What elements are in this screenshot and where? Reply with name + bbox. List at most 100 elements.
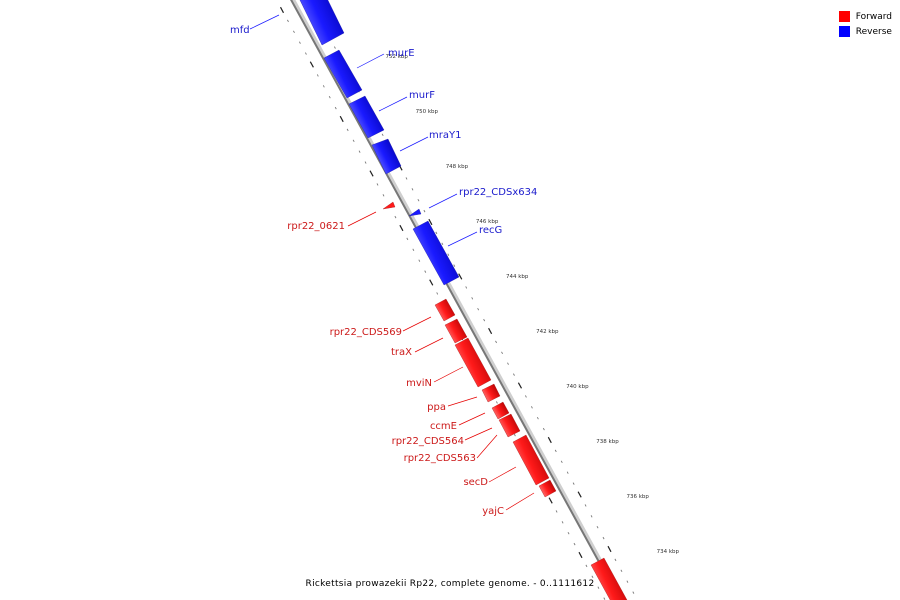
tick-label: 740 kbp bbox=[566, 384, 589, 390]
forward-swatch bbox=[838, 11, 850, 22]
gene-label-yajC[interactable]: yajC bbox=[482, 506, 504, 517]
tick-mark-inner bbox=[567, 531, 570, 535]
tick-mark-inner bbox=[429, 279, 434, 286]
tick-mark-inner bbox=[578, 551, 583, 559]
tick-mark-outer bbox=[626, 580, 629, 583]
reverse-features bbox=[296, 0, 460, 286]
tick-mark-inner bbox=[279, 6, 285, 14]
tick-mark-inner bbox=[287, 19, 289, 23]
tick-mark-outer bbox=[584, 504, 587, 507]
tick-mark-outer bbox=[471, 297, 474, 300]
tick-mark-inner bbox=[309, 61, 314, 68]
tick-label: 738 kbp bbox=[596, 439, 619, 445]
gene-label-traX[interactable]: traX bbox=[391, 347, 412, 358]
reverse-swatch bbox=[838, 26, 850, 37]
tick-label: 736 kbp bbox=[627, 494, 650, 500]
tick-mark-outer bbox=[572, 482, 575, 485]
tick-label: 752 kbp bbox=[386, 54, 409, 60]
tick-mark-outer bbox=[577, 491, 582, 498]
gene-label-mfd[interactable]: mfd bbox=[230, 25, 250, 36]
tick-mark-outer bbox=[632, 591, 635, 594]
tick-mark-inner bbox=[369, 170, 374, 177]
tick-mark-outer bbox=[566, 471, 569, 474]
tick-mark-outer bbox=[620, 569, 623, 573]
tick-mark-inner bbox=[334, 106, 337, 110]
tick-mark-inner bbox=[585, 564, 588, 568]
tick-mark-outer bbox=[547, 436, 552, 444]
tick-mark-outer bbox=[517, 382, 523, 389]
legend-forward-label: Forward bbox=[855, 11, 892, 22]
tick-mark-inner bbox=[339, 115, 344, 123]
gene-label-mviN[interactable]: mviN bbox=[406, 378, 432, 389]
feature-mraY1[interactable] bbox=[371, 138, 402, 175]
tick-mark-outer bbox=[560, 460, 563, 464]
feature-traX[interactable] bbox=[444, 318, 468, 344]
reverse-labels: mfd murE murF mraY1 rpr22_CDSx634 recG bbox=[230, 25, 537, 236]
genome-title: Rickettsia prowazekii Rp22, complete gen… bbox=[305, 579, 595, 589]
tick-mark-inner bbox=[298, 41, 301, 44]
tick-mark-inner bbox=[364, 161, 367, 164]
tick-mark-outer bbox=[536, 416, 539, 420]
gene-label-ccmE[interactable]: ccmE bbox=[430, 421, 457, 432]
tick-label: 750 kbp bbox=[416, 109, 439, 115]
tick-mark-inner bbox=[293, 30, 295, 34]
tick-mark-inner bbox=[513, 433, 516, 437]
tick-mark-outer bbox=[614, 558, 617, 562]
gene-label-rpr22_CDS563[interactable]: rpr22_CDS563 bbox=[404, 453, 476, 464]
gene-label-rpr22_CDSx634[interactable]: rpr22_CDSx634 bbox=[459, 187, 537, 198]
feature-murF[interactable] bbox=[348, 95, 385, 139]
gene-label-ppa[interactable]: ppa bbox=[427, 402, 446, 413]
feature-ccmE[interactable] bbox=[491, 401, 510, 420]
feature-ppa[interactable] bbox=[481, 383, 501, 403]
tick-mark-inner bbox=[548, 497, 553, 504]
feature-rpr22_CDS569[interactable] bbox=[434, 298, 456, 322]
tick-mark-outer bbox=[495, 340, 497, 344]
tick-mark-outer bbox=[501, 351, 503, 355]
tick-mark-outer bbox=[417, 198, 420, 202]
feature-rpr22_0621[interactable] bbox=[382, 201, 396, 210]
feature-yajC[interactable] bbox=[538, 479, 557, 498]
tick-mark-inner bbox=[316, 74, 319, 77]
tick-mark-outer bbox=[411, 188, 414, 191]
gene-label-murF[interactable]: murF bbox=[409, 90, 435, 101]
gene-label-rpr22_CDS564[interactable]: rpr22_CDS564 bbox=[392, 436, 464, 447]
tick-mark-inner bbox=[424, 270, 427, 273]
tick-mark-inner bbox=[376, 183, 379, 186]
tick-mark-inner bbox=[406, 237, 409, 241]
gene-label-rpr22_0621[interactable]: rpr22_0621 bbox=[287, 221, 345, 232]
forward-labels: rpr22_0621 rpr22_CDS569 traX mviN ppa cc… bbox=[287, 221, 504, 517]
feature-rpr22_CDS564[interactable] bbox=[498, 413, 521, 438]
tick-mark-outer bbox=[405, 177, 408, 180]
tick-mark-inner bbox=[399, 224, 404, 232]
tick-mark-outer bbox=[428, 218, 433, 226]
feature-rpr22_CDSx634[interactable] bbox=[408, 208, 422, 217]
forward-leaders bbox=[347, 211, 535, 511]
gene-label-rpr22_CDS569[interactable]: rpr22_CDS569 bbox=[330, 327, 402, 338]
tick-mark-inner bbox=[603, 597, 606, 600]
tick-mark-inner bbox=[495, 401, 498, 404]
tick-mark-outer bbox=[507, 362, 509, 365]
feature-right-partial[interactable] bbox=[590, 557, 628, 600]
tick-label: 734 kbp bbox=[657, 549, 680, 555]
tick-mark-inner bbox=[412, 248, 415, 252]
tick-mark-outer bbox=[458, 273, 463, 280]
feature-mviN[interactable] bbox=[454, 337, 492, 388]
feature-rpr22_CDS563[interactable] bbox=[512, 434, 550, 486]
gene-label-murE[interactable]: murE bbox=[388, 48, 415, 59]
tick-mark-inner bbox=[328, 95, 331, 99]
tick-mark-outer bbox=[602, 536, 605, 540]
tick-mark-outer bbox=[465, 286, 468, 289]
tick-mark-outer bbox=[333, 46, 336, 49]
feature-recG[interactable] bbox=[412, 220, 460, 286]
tick-mark-outer bbox=[530, 406, 533, 409]
tick-mark-outer bbox=[447, 253, 450, 256]
tick-labels: 752 kbp 750 kbp 748 kbp 746 kbp 744 kbp 742 k… bbox=[386, 54, 680, 555]
gene-label-mraY1[interactable]: mraY1 bbox=[429, 130, 461, 141]
tick-mark-outer bbox=[423, 209, 426, 213]
gene-label-recG[interactable]: recG bbox=[479, 225, 502, 236]
feature-murE[interactable] bbox=[323, 49, 363, 99]
tick-mark-outer bbox=[542, 427, 545, 431]
feature-mfd[interactable] bbox=[296, 0, 345, 46]
gene-label-secD[interactable]: secD bbox=[463, 477, 488, 488]
